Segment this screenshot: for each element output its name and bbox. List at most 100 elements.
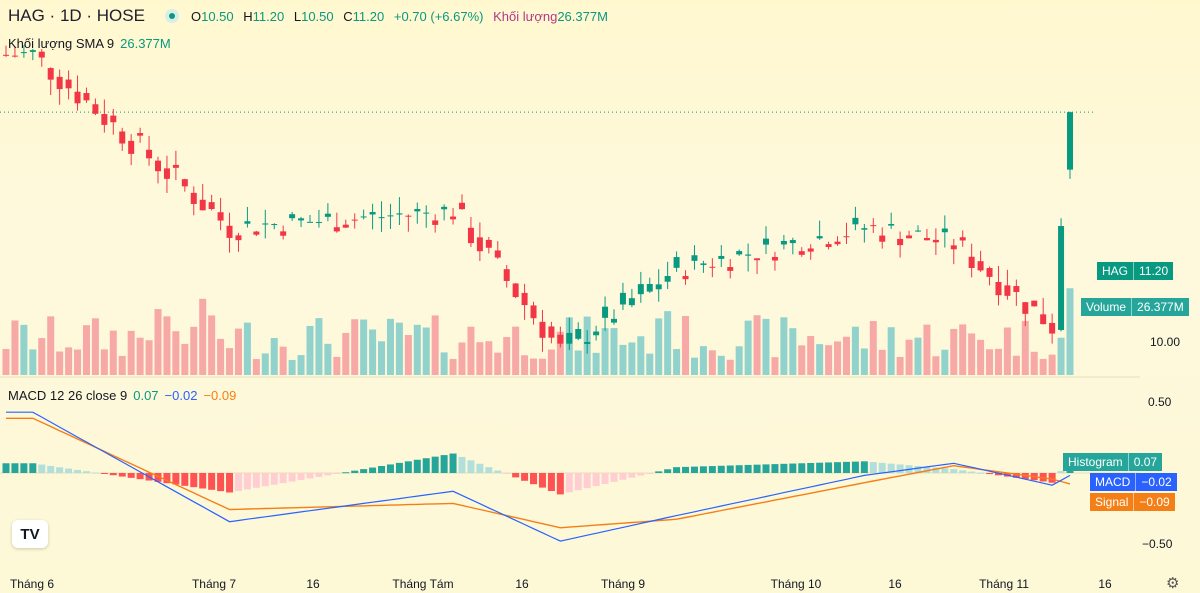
volume-bar (699, 346, 707, 375)
macd-histogram-bar (404, 461, 412, 473)
macd-histogram-bar (789, 463, 797, 473)
macd-histogram-bar (932, 467, 940, 473)
macd-histogram-bar (243, 473, 251, 490)
candle-body (539, 321, 546, 338)
settings-gear-icon[interactable]: ⚙ (1166, 575, 1180, 592)
candle-body (915, 230, 921, 232)
volume-bar (521, 355, 529, 375)
candle-body (807, 248, 814, 252)
macd-legend-hist: 0.07 (133, 388, 159, 403)
candle-body (870, 225, 877, 227)
volume-bar (842, 336, 850, 375)
macd-histogram-bar (699, 466, 707, 473)
volume-bar (637, 336, 645, 375)
high-label: H (243, 8, 253, 24)
candle-body (476, 237, 483, 252)
candle-body (47, 68, 54, 80)
volume-bar (288, 359, 296, 375)
macd-legend-macd: −0.02 (164, 388, 198, 403)
macd-histogram-bar (619, 473, 627, 480)
x-label-thang-9: Tháng 9 (600, 577, 646, 591)
volume-bar (226, 348, 234, 375)
price-tag-value: 11.20 (1133, 262, 1174, 280)
macd-histogram-bar (986, 473, 994, 475)
macd-histogram-bar (431, 456, 439, 473)
volume-bar (11, 320, 19, 375)
volume-bar (932, 356, 940, 375)
volume-bar (467, 326, 475, 375)
volume-bar (369, 329, 377, 375)
candle-body (566, 332, 573, 344)
volume-bar (404, 335, 412, 375)
candle-body (897, 238, 904, 246)
volume-bar (994, 348, 1002, 375)
candle-body (467, 227, 474, 244)
macd-histogram-bar (413, 459, 421, 473)
candle-body (852, 217, 859, 225)
macd-histogram-bar (834, 462, 842, 473)
candle-body (1031, 300, 1038, 307)
macd-histogram-bar (494, 470, 502, 473)
candle-body (226, 225, 233, 238)
candle-body (736, 251, 743, 255)
candle-body (494, 250, 501, 258)
macd-histogram-bar (449, 453, 457, 473)
macd-histogram-bar (226, 473, 234, 493)
macd-histogram-bar (798, 463, 806, 473)
candle-body (932, 239, 939, 243)
volume-bar (74, 349, 82, 375)
volume-bar (217, 338, 225, 375)
symbol-title[interactable]: HAG · 1D · HOSE (8, 6, 145, 25)
macd-histogram-bar (467, 460, 475, 473)
volume-bar (449, 359, 457, 375)
candle-body (441, 206, 448, 210)
candle-body (3, 54, 9, 56)
macd-histogram-bar (521, 473, 529, 481)
volume-bar (503, 337, 511, 375)
volume-bar (682, 316, 690, 375)
macd-histogram-bar (2, 463, 10, 473)
macd-histogram-bar (440, 455, 448, 473)
volume-tag-value: 26.377M (1131, 298, 1189, 316)
candle-body (119, 131, 126, 144)
candle-body (879, 235, 886, 242)
volume-bar (851, 326, 859, 375)
candle-body (691, 255, 698, 261)
histogram-tag: Histogram 0.07 (1063, 453, 1163, 471)
macd-legend[interactable]: MACD 12 26 close 9 0.07 −0.02 −0.09 (8, 388, 236, 403)
candle-body (298, 218, 305, 221)
volume-bar (690, 357, 698, 375)
macd-histogram-bar (163, 473, 171, 484)
volume-bar (512, 326, 520, 375)
volume-bar (923, 324, 931, 375)
macd-histogram-bar (896, 464, 904, 473)
volume-bar (762, 318, 770, 375)
macd-histogram-bar (172, 473, 180, 485)
candle-body (324, 213, 331, 217)
candle-body (637, 284, 644, 295)
macd-histogram-bar (941, 468, 949, 473)
macd-histogram-bar (47, 465, 55, 473)
macd-histogram-bar (664, 469, 672, 473)
x-label-16-jul: 16 (306, 577, 320, 591)
volume-bar (556, 331, 564, 375)
candle-body (986, 268, 993, 277)
candle-body (1049, 322, 1056, 334)
macd-histogram-bar (378, 465, 386, 473)
signal-tag: Signal −0.09 (1090, 493, 1175, 511)
macd-histogram-bar (342, 472, 350, 474)
candle-body (593, 331, 600, 336)
tradingview-logo-icon[interactable]: TV (12, 520, 48, 548)
candle-body (745, 254, 752, 256)
volume-bar (896, 356, 904, 375)
macd-histogram-bar (127, 473, 135, 478)
macd-histogram-bar (726, 465, 734, 473)
volume-sma-legend[interactable]: Khối lượng SMA 9 26.377M (8, 36, 171, 51)
candle-body (65, 79, 72, 89)
candle-body (718, 255, 725, 259)
macd-histogram-bar (261, 473, 269, 487)
macd-histogram-bar (825, 462, 833, 473)
x-label-16-nov: 16 (1098, 577, 1112, 591)
x-label-thang-10: Tháng 10 (770, 577, 822, 591)
